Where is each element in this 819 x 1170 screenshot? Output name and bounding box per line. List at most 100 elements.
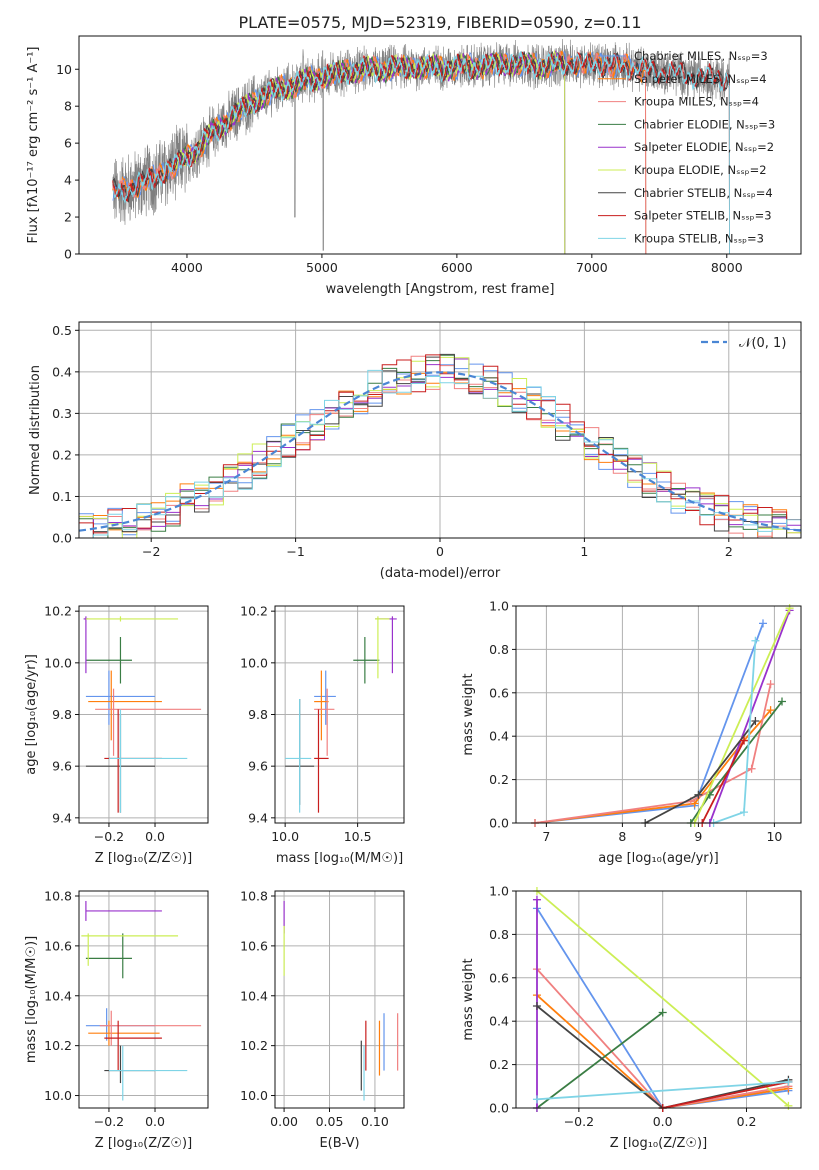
- y-axis-label: Normed distribution: [28, 365, 43, 495]
- histogram-salpeter-stelib: [79, 354, 801, 534]
- legend-label: Chabrier ELODIE, Nₛₛₚ=3: [634, 117, 775, 131]
- x-tick-label: −0.2: [564, 1114, 594, 1129]
- marker-chabrier-elodie: [778, 697, 786, 706]
- y-tick-label: 1.0: [489, 884, 509, 899]
- line-salpeter-miles: [536, 994, 789, 1108]
- y-tick-label: 0.1: [52, 489, 72, 504]
- legend-label: Salpeter STELIB, Nₛₛₚ=3: [634, 209, 772, 223]
- x-tick-label: −0.2: [94, 829, 124, 844]
- y-tick-label: 9.8: [52, 707, 72, 722]
- y-tick-label: 10.2: [44, 604, 72, 619]
- y-tick-label: 10.6: [240, 938, 268, 953]
- plot-frame: [78, 35, 802, 255]
- y-tick-label: 10.4: [44, 988, 72, 1003]
- histogram-kroupa-stelib: [79, 369, 801, 538]
- y-tick-label: 9.4: [248, 810, 268, 825]
- marker-kroupa-stelib: [532, 1095, 541, 1104]
- x-tick-label: 7: [542, 829, 550, 844]
- axes-mass_vs_Z: −0.2 0.0 10.0 10.2 10.4 10.6 10.8 Z [log₁₀(Z/Z☉…: [24, 888, 209, 1151]
- x-tick-label: 9: [694, 829, 702, 844]
- ticks: −0.2 0.0 9.4 9.6 9.8 10.0 10.2: [44, 604, 165, 844]
- legend-label: Kroupa ELODIE, Nₛₛₚ=2: [634, 163, 767, 177]
- line-salpeter-stelib: [701, 740, 745, 823]
- y-tick-label: 8: [64, 99, 72, 114]
- y-tick-label: 0.8: [489, 642, 509, 657]
- x-axis-label: mass [log₁₀(M/M☉)]: [276, 851, 403, 866]
- line-kroupa-miles: [536, 968, 789, 1108]
- y-tick-label: 0.2: [489, 772, 509, 787]
- y-tick-label: 0.0: [489, 1101, 509, 1116]
- y-tick-label: 2: [64, 210, 72, 225]
- marker-salpeter-elodie: [532, 895, 541, 904]
- x-tick-label: 4000: [171, 260, 203, 275]
- axes-mass_weight_vs_Z: −0.2 0.0 0.2 0.0 0.2 0.4 0.6 0.8 1.0 Z [log₁₀(Z/Z…: [461, 884, 802, 1151]
- legend-label: 𝒩(0, 1): [739, 336, 786, 351]
- marker-kroupa-miles: [766, 680, 775, 689]
- line-chabrier-miles: [536, 907, 789, 1108]
- x-tick-label: 0.0: [653, 1114, 673, 1129]
- y-tick-label: 0.0: [52, 531, 72, 546]
- y-tick-label: 6: [64, 136, 72, 151]
- marker-chabrier-stelib: [694, 790, 703, 799]
- y-tick-label: 10.2: [44, 1038, 72, 1053]
- y-tick-label: 4: [64, 173, 72, 188]
- x-axis-label: Z [log₁₀(Z/Z☉)]: [95, 1136, 192, 1151]
- x-tick-label: 0.10: [361, 1114, 389, 1129]
- plot-frame: [78, 890, 209, 1109]
- x-tick-label: 0.00: [270, 1114, 298, 1129]
- axes-mass_vs_EBV: 0.00 0.05 0.10 10.0 10.2 10.4 10.6 10.8 E(B-V): [240, 888, 405, 1151]
- y-tick-label: 0: [64, 247, 72, 262]
- x-tick-label: 0.0: [145, 1114, 165, 1129]
- y-tick-label: 10.0: [44, 655, 72, 670]
- line-chabrier-elodie: [536, 1011, 664, 1108]
- x-tick-label: 1: [580, 544, 588, 559]
- plot-frame: [274, 605, 405, 824]
- y-tick-label: 0.4: [52, 364, 72, 379]
- x-axis-label: (data-model)/error: [380, 566, 501, 581]
- y-axis-label: mass weight: [461, 673, 476, 755]
- ticks: 7 8 9 10 0.0 0.2 0.4 0.6 0.8 1.0: [489, 599, 782, 845]
- x-axis-label: Z [log₁₀(Z/Z☉)]: [95, 851, 192, 866]
- marker-kroupa-stelib: [751, 636, 760, 645]
- y-tick-label: 0.2: [52, 447, 72, 462]
- line-kroupa-elodie: [693, 607, 791, 823]
- gridlines: [79, 606, 208, 823]
- line-kroupa-elodie: [536, 891, 789, 1107]
- y-tick-label: 0.6: [489, 685, 509, 700]
- x-axis-label: age [log₁₀(age/yr)]: [598, 851, 719, 866]
- legend-label: Salpeter ELODIE, Nₛₛₚ=2: [634, 140, 774, 154]
- y-tick-label: 0.8: [489, 927, 509, 942]
- y-tick-label: 10: [56, 62, 72, 77]
- x-tick-label: 7000: [576, 260, 608, 275]
- ticks: −0.2 0.0 0.2 0.0 0.2 0.4 0.6 0.8 1.0: [489, 884, 756, 1130]
- ticks: 10.0 10.5 9.4 9.6 9.8 10.0 10.2: [240, 604, 371, 844]
- ticks: −2 −1 0 1 2 0.0 0.1 0.2 0.3 0.4 0.5: [52, 323, 733, 559]
- x-tick-label: −2: [142, 544, 160, 559]
- x-axis-label: E(B-V): [319, 1136, 359, 1151]
- marker-chabrier-miles: [759, 619, 767, 628]
- x-tick-label: 0: [436, 544, 444, 559]
- ticks: 4000 5000 6000 7000 8000 0 2 4 6 8 10: [56, 62, 743, 275]
- legend-label: Chabrier STELIB, Nₛₛₚ=4: [634, 186, 773, 200]
- marker-chabrier-stelib: [751, 717, 760, 726]
- axes-mass_weight_vs_age: 7 8 9 10 0.0 0.2 0.4 0.6 0.8 1.0 age [log₁₀(age/yr…: [461, 599, 802, 866]
- x-tick-label: 8: [618, 829, 626, 844]
- legend-label: Kroupa MILES, Nₛₛₚ=4: [634, 95, 759, 109]
- y-tick-label: 10.2: [240, 604, 268, 619]
- y-tick-label: 0.3: [52, 406, 72, 421]
- y-tick-label: 10.8: [240, 888, 268, 903]
- y-tick-label: 10.0: [240, 655, 268, 670]
- axes-age_vs_Z: −0.2 0.0 9.4 9.6 9.8 10.0 10.2 Z [log₁₀(Z/Z☉)] a…: [24, 604, 209, 866]
- x-tick-label: 8000: [711, 260, 743, 275]
- y-tick-label: 0.4: [489, 1014, 509, 1029]
- line-salpeter-stelib: [662, 1081, 789, 1108]
- model-line-salpeter-stelib: [112, 51, 730, 254]
- x-tick-label: 2: [725, 544, 733, 559]
- x-tick-label: 0.2: [737, 1114, 757, 1129]
- plot-frame: [515, 605, 802, 824]
- gridlines: [516, 605, 801, 824]
- legend-label: Salpeter MILES, Nₛₛₚ=4: [634, 72, 767, 86]
- gridlines: [516, 890, 801, 1109]
- x-axis-label: wavelength [Angstrom, rest frame]: [326, 282, 555, 297]
